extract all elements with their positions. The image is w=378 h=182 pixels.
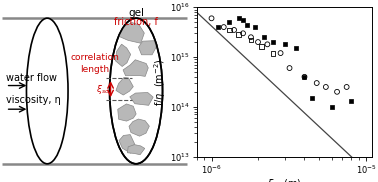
Point [348,100,354,103]
PathPatch shape [138,41,156,55]
Text: friction, f: friction, f [114,17,158,27]
Text: water flow: water flow [6,73,57,83]
Text: viscosity, η: viscosity, η [6,95,60,105]
Point [236,17,242,20]
Point [240,19,246,22]
PathPatch shape [115,44,131,66]
PathPatch shape [118,23,144,43]
PathPatch shape [123,60,148,76]
PathPatch shape [127,145,145,155]
Point [293,47,299,50]
PathPatch shape [118,104,136,121]
Point [215,26,221,29]
Point [236,33,242,36]
Point [323,86,329,88]
Point [344,86,350,88]
Ellipse shape [26,18,68,164]
Ellipse shape [110,18,163,164]
Point [258,46,264,48]
Point [231,29,237,31]
Point [287,67,293,70]
Point [251,26,257,29]
X-axis label: $\xi_{so}$ (m): $\xi_{so}$ (m) [267,177,302,182]
Point [270,52,276,55]
PathPatch shape [129,119,149,136]
PathPatch shape [119,135,135,153]
Text: $\xi_{so}$: $\xi_{so}$ [96,83,110,96]
Point [328,105,335,108]
Point [264,43,270,46]
Point [255,41,261,43]
Point [314,82,320,84]
Point [302,75,308,78]
Text: correlation
length: correlation length [70,53,119,74]
Point [261,36,267,39]
Point [209,17,215,20]
Point [302,75,308,78]
Point [226,21,232,24]
Point [270,41,276,43]
Point [244,23,250,26]
Point [334,90,340,93]
PathPatch shape [116,78,133,95]
Point [309,97,315,100]
Point [221,26,227,29]
Text: gel: gel [128,8,144,18]
Point [226,29,232,31]
Point [282,43,288,46]
PathPatch shape [130,92,153,105]
Point [248,39,254,41]
Point [277,52,284,55]
Point [248,36,254,39]
Point [240,32,246,35]
Y-axis label: f/$\eta$  (m$^{-2}$): f/$\eta$ (m$^{-2}$) [153,58,168,106]
